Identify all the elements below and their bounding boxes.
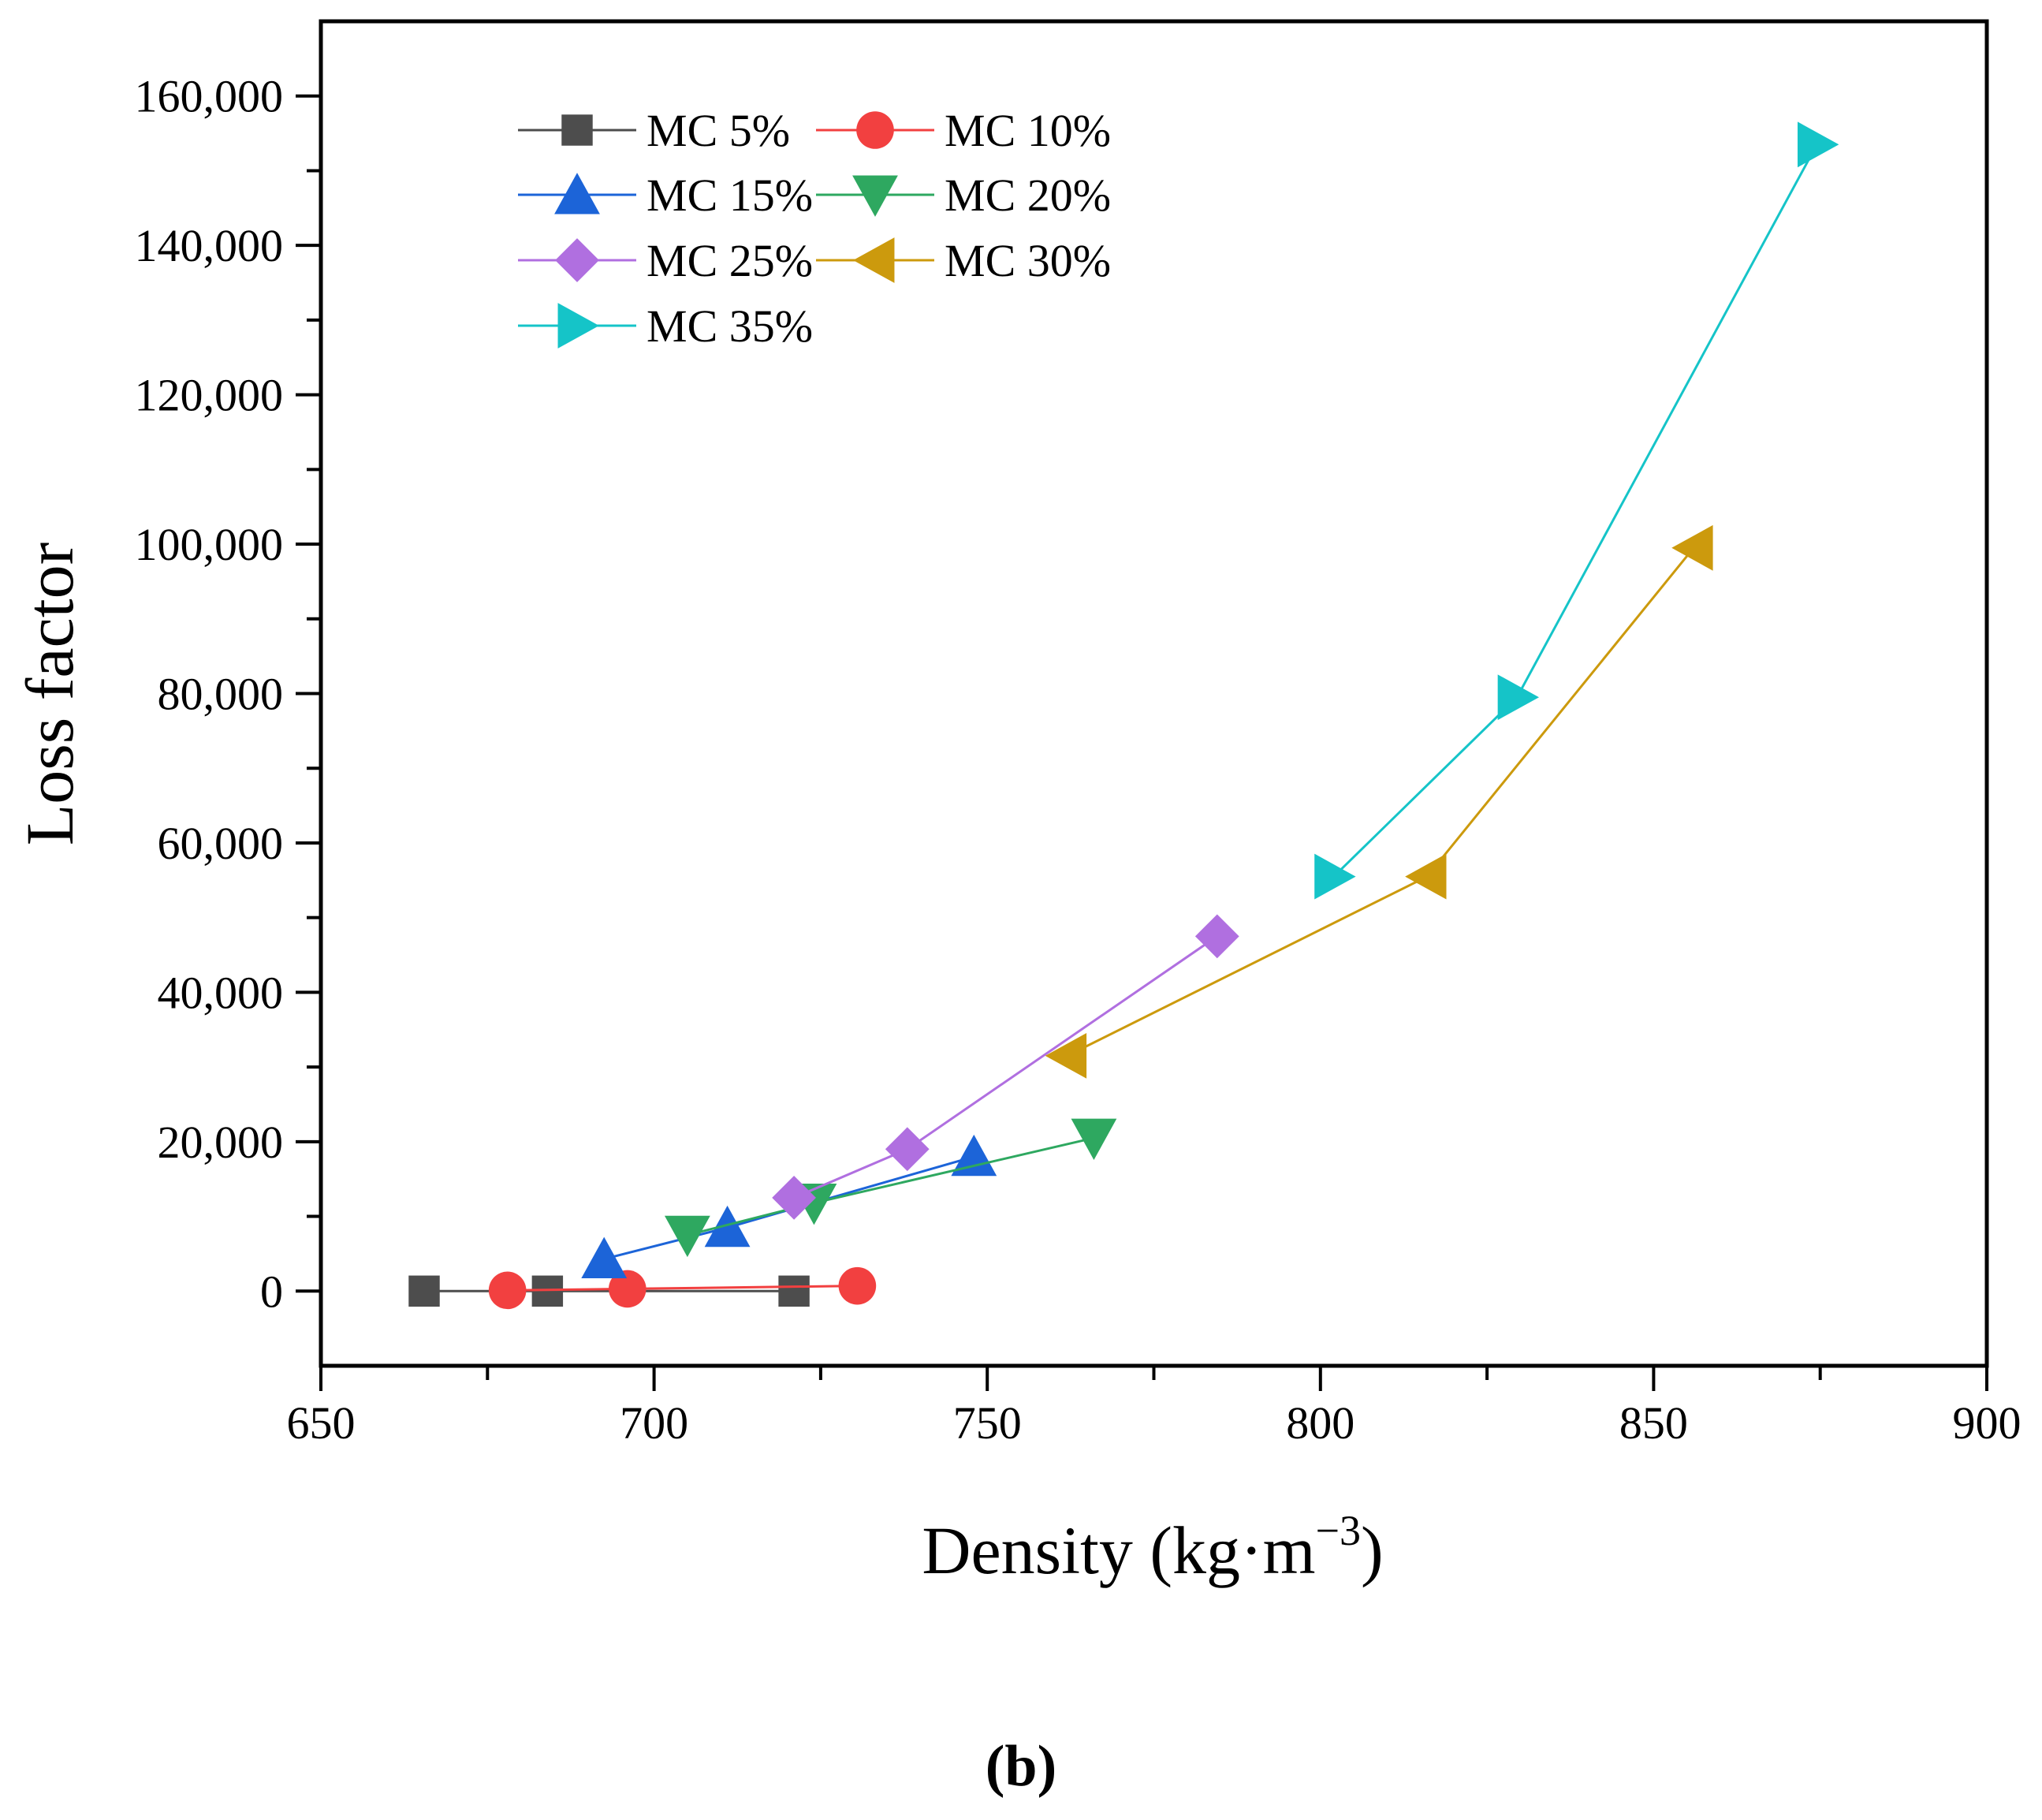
series-mc-25 — [772, 914, 1239, 1220]
y-tick-label: 20,000 — [158, 1117, 284, 1168]
data-point — [1797, 121, 1839, 168]
legend-marker — [561, 114, 593, 146]
legend-marker — [853, 237, 895, 283]
legend-item: MC 20% — [816, 170, 1111, 221]
legend-label: MC 5% — [647, 105, 790, 156]
data-point — [1671, 524, 1713, 571]
data-point — [1497, 674, 1540, 721]
x-axis-label-close: ) — [1361, 1512, 1384, 1588]
y-tick-label: 60,000 — [158, 818, 284, 869]
data-point — [778, 1275, 810, 1307]
data-point — [408, 1275, 440, 1307]
legend-marker — [852, 175, 898, 217]
legend-marker — [555, 238, 599, 282]
data-point — [581, 1236, 628, 1279]
x-tick-label: 750 — [953, 1397, 1022, 1449]
y-tick-label: 0 — [260, 1266, 283, 1317]
x-tick-label: 900 — [1953, 1397, 2022, 1449]
legend-marker — [554, 173, 600, 214]
data-point — [772, 1175, 816, 1220]
data-point — [885, 1127, 930, 1172]
data-point — [704, 1205, 751, 1248]
y-tick-label: 40,000 — [158, 967, 284, 1018]
series-layer — [408, 121, 1839, 1310]
series-mc-30 — [1045, 524, 1713, 1079]
x-tick-label: 700 — [620, 1397, 688, 1449]
legend-item: MC 15% — [518, 170, 813, 221]
x-axis-label: Density (kg·m−3) — [922, 1507, 1383, 1588]
legend-item: MC 25% — [518, 235, 813, 286]
series-mc-10 — [488, 1266, 877, 1310]
x-axis-label-text: Density (kg·m — [922, 1512, 1315, 1588]
legend-label: MC 20% — [945, 170, 1111, 221]
data-point — [951, 1134, 997, 1177]
panel-label-text: (b) — [985, 1734, 1057, 1799]
series-mc-15 — [581, 1134, 997, 1279]
data-point — [1405, 853, 1447, 900]
legend-label: MC 15% — [647, 170, 813, 221]
x-axis-label-superscript: −3 — [1316, 1507, 1361, 1554]
legend-item: MC 35% — [518, 300, 813, 352]
legend-marker — [856, 111, 894, 149]
y-tick-label: 160,000 — [135, 71, 284, 122]
data-point — [1045, 1033, 1087, 1079]
legend: MC 5% MC 10% MC 15% MC 20% MC 25% MC 30% MC 35… — [518, 105, 1111, 352]
panel-label: (b) — [0, 1733, 2042, 1800]
data-point — [608, 1270, 647, 1308]
x-tick-label: 800 — [1286, 1397, 1355, 1449]
data-point — [664, 1215, 710, 1258]
y-tick-label: 140,000 — [135, 220, 284, 271]
series-mc-20 — [664, 1118, 1117, 1258]
data-point — [488, 1271, 527, 1310]
y-tick-label: 80,000 — [158, 669, 284, 720]
legend-item: MC 30% — [816, 235, 1111, 286]
y-tick-label: 120,000 — [135, 370, 284, 421]
series-mc-35 — [1314, 121, 1839, 900]
legend-item: MC 10% — [816, 105, 1111, 156]
legend-label: MC 25% — [647, 235, 813, 286]
axes: 650 700 750 800 850 900 0 20,000 40,000 60,000 80,… — [135, 71, 2022, 1449]
legend-label: MC 35% — [647, 300, 813, 352]
legend-item: MC 5% — [518, 105, 790, 156]
y-tick-label: 100,000 — [135, 519, 284, 570]
plot-frame — [319, 19, 1989, 1368]
legend-label: MC 10% — [945, 105, 1111, 156]
data-point — [1071, 1118, 1117, 1160]
y-axis-label: Loss factor — [12, 543, 88, 845]
legend-label: MC 30% — [945, 235, 1111, 286]
data-point — [1194, 914, 1239, 959]
series-line — [1066, 546, 1695, 1057]
x-tick-label: 650 — [287, 1397, 356, 1449]
data-point — [1314, 853, 1356, 900]
x-tick-label: 850 — [1619, 1397, 1688, 1449]
legend-marker — [557, 303, 599, 349]
data-point — [838, 1266, 877, 1305]
series-line — [1332, 144, 1818, 878]
